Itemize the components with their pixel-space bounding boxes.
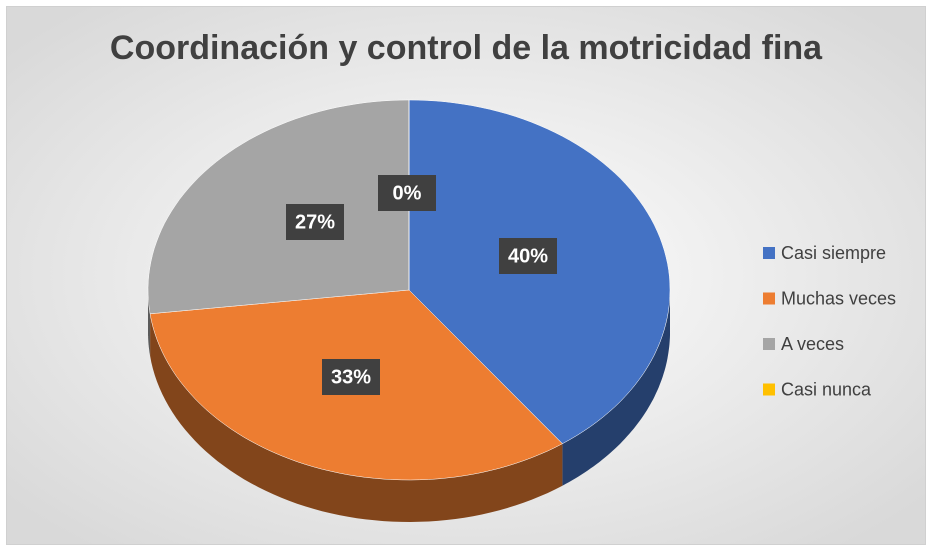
legend-label: Casi nunca xyxy=(781,379,872,399)
data-label: 27% xyxy=(295,211,335,233)
pie-slice-side xyxy=(562,290,670,486)
pie-sides xyxy=(148,290,670,522)
legend-label: Casi siempre xyxy=(781,243,886,263)
legend-swatch xyxy=(763,247,775,259)
data-label-box xyxy=(286,204,344,240)
chart-title: Coordinación y control de la motricidad … xyxy=(110,29,823,67)
data-label: 40% xyxy=(508,245,548,267)
data-label: 33% xyxy=(331,366,371,388)
data-label: 0% xyxy=(393,182,422,204)
legend-swatch xyxy=(763,292,775,305)
legend-label: Muchas veces xyxy=(781,288,896,308)
data-labels: 40% 33% 27% 0% xyxy=(286,175,557,395)
legend-swatch xyxy=(763,383,775,396)
pie-slice xyxy=(147,99,410,315)
legend: Casi siempre Muchas veces A veces Casi nunc… xyxy=(763,243,896,399)
pie-slice-side xyxy=(150,313,563,522)
data-label-box xyxy=(378,175,436,211)
legend-label: A veces xyxy=(781,334,844,354)
data-label-box xyxy=(499,238,557,274)
legend-swatch xyxy=(763,338,775,350)
pie-slice-side xyxy=(148,290,151,356)
pie-tops xyxy=(147,99,671,481)
data-label-box xyxy=(322,359,380,395)
